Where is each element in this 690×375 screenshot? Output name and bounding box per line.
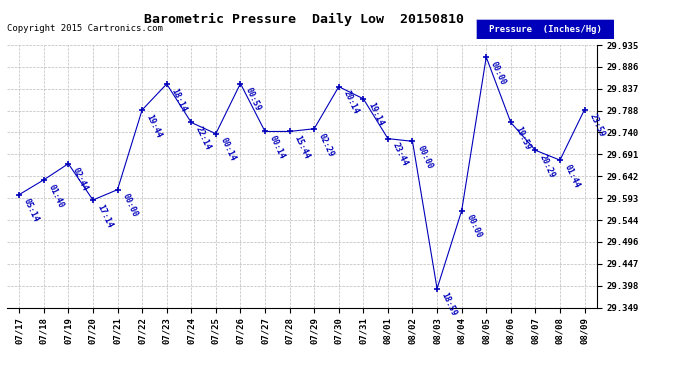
Text: 20:14: 20:14 xyxy=(342,89,360,116)
Text: 00:00: 00:00 xyxy=(120,192,139,219)
Text: 18:14: 18:14 xyxy=(170,87,188,113)
Text: 19:59: 19:59 xyxy=(513,125,532,152)
Text: 05:14: 05:14 xyxy=(22,197,41,224)
Text: 00:00: 00:00 xyxy=(415,144,434,171)
Text: 23:44: 23:44 xyxy=(391,141,409,168)
Text: 02:29: 02:29 xyxy=(317,132,335,158)
Text: 00:59: 00:59 xyxy=(243,86,262,113)
Text: 00:00: 00:00 xyxy=(489,60,508,86)
Text: 20:29: 20:29 xyxy=(538,153,557,180)
Text: Copyright 2015 Cartronics.com: Copyright 2015 Cartronics.com xyxy=(7,24,163,33)
Text: 15:44: 15:44 xyxy=(293,134,311,161)
Text: 19:14: 19:14 xyxy=(366,102,385,128)
Text: 22:14: 22:14 xyxy=(194,125,213,152)
Text: 17:14: 17:14 xyxy=(96,203,115,229)
Text: Barometric Pressure  Daily Low  20150810: Barometric Pressure Daily Low 20150810 xyxy=(144,13,464,26)
Text: 01:44: 01:44 xyxy=(563,163,582,189)
Text: 18:59: 18:59 xyxy=(440,291,459,318)
Text: 02:44: 02:44 xyxy=(71,166,90,193)
Text: Pressure  (Inches/Hg): Pressure (Inches/Hg) xyxy=(489,25,602,34)
Text: 00:14: 00:14 xyxy=(268,134,286,161)
Text: 00:14: 00:14 xyxy=(219,136,237,163)
Text: 00:00: 00:00 xyxy=(464,213,483,240)
Text: 23:59: 23:59 xyxy=(587,112,606,139)
Text: 01:40: 01:40 xyxy=(46,183,66,209)
Text: 19:44: 19:44 xyxy=(145,113,164,139)
